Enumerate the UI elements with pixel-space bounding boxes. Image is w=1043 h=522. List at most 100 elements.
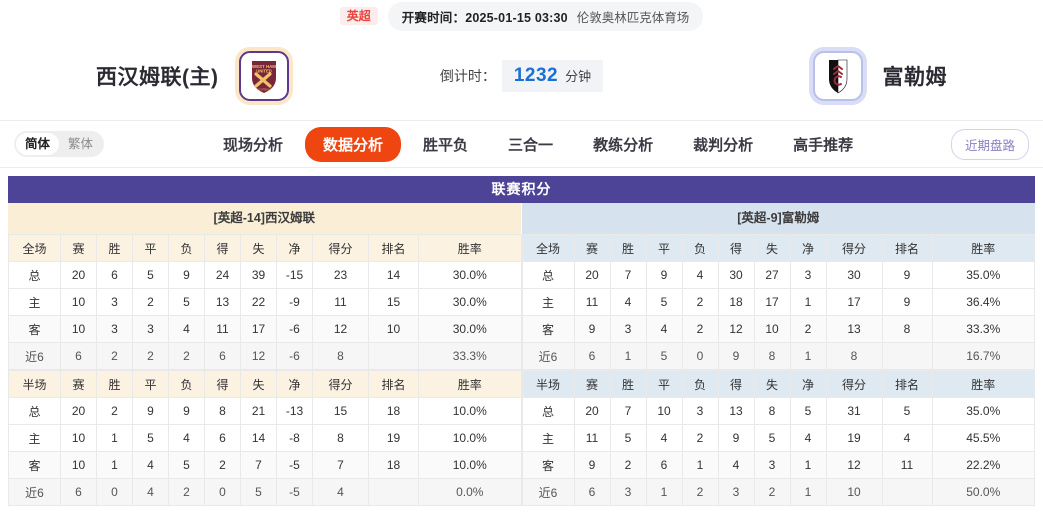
row-label-total: 总 (8, 261, 61, 289)
table-row: 主 11 4 5 2 18 17 1 17 9 36.4% (521, 288, 1035, 316)
cell-胜: 1 (96, 424, 133, 452)
tab-coach-analysis[interactable]: 教练分析 (593, 136, 654, 154)
tab-expert-picks[interactable]: 高手推荐 (793, 136, 854, 154)
cell-胜率: 30.0% (418, 261, 522, 289)
language-toggle[interactable]: 简体 繁体 (14, 131, 105, 157)
svg-text:UNITED: UNITED (256, 69, 272, 74)
match-meta-bar: 英超 开赛时间：2025-01-15 03:30 伦敦奥林匹克体育场 (0, 0, 1043, 32)
tab-three-in-one[interactable]: 三合一 (508, 136, 554, 154)
cell-净: 1 (789, 342, 827, 370)
row-label-away: 客 (521, 451, 575, 479)
cell-得: 13 (717, 397, 755, 425)
col-played: 赛 (573, 370, 611, 398)
lang-option-simplified[interactable]: 简体 (16, 133, 60, 155)
cell-胜: 1 (96, 451, 133, 479)
cell-赛: 6 (60, 342, 97, 370)
cell-胜率: 35.0% (931, 397, 1035, 425)
countdown-block: 倒计时： 1232 分钟 (0, 60, 1043, 92)
cell-赛: 6 (573, 478, 611, 506)
tab-win-draw-loss[interactable]: 胜平负 (423, 136, 469, 154)
table-row: 总 20 7 10 3 13 8 5 31 5 35.0% (521, 397, 1035, 425)
col-winrate: 胜率 (418, 234, 522, 262)
cell-赛: 11 (573, 288, 611, 316)
row-label-recent: 近6 (521, 478, 575, 506)
cell-胜: 3 (96, 288, 133, 316)
cell-排名: 15 (368, 288, 419, 316)
cell-赛: 6 (60, 478, 97, 506)
col-scope-half: 半场 (521, 370, 575, 398)
cell-平: 9 (645, 261, 683, 289)
cell-平: 5 (132, 261, 169, 289)
analysis-navbar: 简体 繁体 现场分析 数据分析 胜平负 三合一 教练分析 裁判分析 高手推荐 近… (0, 120, 1043, 168)
cell-净: -6 (276, 342, 313, 370)
cell-赛: 9 (573, 451, 611, 479)
cell-排名: 18 (368, 451, 419, 479)
cell-得分: 11 (312, 288, 369, 316)
cell-失: 14 (240, 424, 277, 452)
cell-赛: 20 (573, 397, 611, 425)
cell-净: 1 (789, 451, 827, 479)
tab-data-analysis[interactable]: 数据分析 (305, 126, 402, 162)
tab-live-analysis[interactable]: 现场分析 (223, 136, 284, 154)
home-full-table: 全场 赛 胜 平 负 得 失 净 得分 排名 胜率 总 20 6 5 9 24 39 -15 2… (8, 234, 522, 370)
cell-胜率: 30.0% (418, 315, 522, 343)
cell-赛: 20 (573, 261, 611, 289)
col-points: 得分 (312, 234, 369, 262)
cell-胜率: 33.3% (418, 342, 522, 370)
lang-option-traditional[interactable]: 繁体 (68, 137, 94, 151)
cell-胜率: 0.0% (418, 478, 522, 506)
away-team[interactable]: 富勒姆 (808, 47, 948, 105)
away-team-logo-frame (808, 47, 867, 105)
svg-text:FOOTBALL: FOOTBALL (257, 87, 271, 91)
cell-净: 1 (789, 288, 827, 316)
cell-失: 12 (240, 342, 277, 370)
cell-赛: 10 (60, 288, 97, 316)
cell-胜: 0 (96, 478, 133, 506)
recent-odds-button[interactable]: 近期盘路 (950, 128, 1029, 160)
col-ga: 失 (240, 370, 277, 398)
cell-排名: 14 (368, 261, 419, 289)
home-full-body: 总 20 6 5 9 24 39 -15 23 14 30.0% 主 10 3 2 5 13 22 -9 11 15 30… (8, 261, 522, 370)
col-draw: 平 (645, 234, 683, 262)
cell-负: 2 (168, 478, 205, 506)
league-badge: 英超 (339, 7, 378, 25)
cell-失: 27 (753, 261, 791, 289)
col-loss: 负 (681, 234, 719, 262)
row-label-home: 主 (521, 424, 575, 452)
cell-负: 2 (168, 342, 205, 370)
cell-失: 7 (240, 451, 277, 479)
table-row: 近6 6 2 2 2 6 12 -6 8 33.3% (8, 342, 522, 370)
cell-排名: 10 (368, 315, 419, 343)
cell-胜: 7 (609, 397, 647, 425)
cell-排名: 19 (368, 424, 419, 452)
cell-排名 (368, 478, 419, 506)
cell-胜率: 33.3% (931, 315, 1035, 343)
cell-得分: 17 (825, 288, 883, 316)
cell-负: 4 (168, 424, 205, 452)
away-half-body: 总 20 7 10 3 13 8 5 31 5 35.0% 主 11 5 4 2 9 5 4 19 4 45.5% 客 9 2 6… (521, 397, 1035, 506)
venue-name: 伦敦奥林匹克体育场 (576, 10, 690, 25)
row-label-total: 总 (521, 261, 575, 289)
home-half-body: 总 20 2 9 9 8 21 -13 15 18 10.0% 主 10 1 5 4 6 14 -8 8 19 10.0%… (8, 397, 522, 506)
row-label-recent: 近6 (8, 478, 61, 506)
fulham-crest-icon (828, 59, 847, 94)
col-scope-full: 全场 (8, 234, 61, 262)
row-label-total: 总 (521, 397, 575, 425)
cell-胜率: 45.5% (931, 424, 1035, 452)
col-draw: 平 (645, 370, 683, 398)
col-played: 赛 (60, 370, 97, 398)
row-label-away: 客 (8, 315, 61, 343)
cell-胜: 4 (609, 288, 647, 316)
cell-胜率: 22.2% (931, 451, 1035, 479)
cell-排名: 11 (881, 451, 933, 479)
tab-referee-analysis[interactable]: 裁判分析 (693, 136, 754, 154)
col-gd: 净 (789, 370, 827, 398)
cell-得分: 15 (312, 397, 369, 425)
cell-得分: 7 (312, 451, 369, 479)
cell-平: 4 (132, 451, 169, 479)
home-team[interactable]: 西汉姆联(主) WEST HAM UNITED FOOTBALL (96, 47, 293, 105)
cell-胜: 2 (96, 342, 133, 370)
cell-负: 3 (681, 397, 719, 425)
kickoff-time: 开赛时间：2025-01-15 03:30 (401, 10, 568, 25)
cell-排名 (368, 342, 419, 370)
